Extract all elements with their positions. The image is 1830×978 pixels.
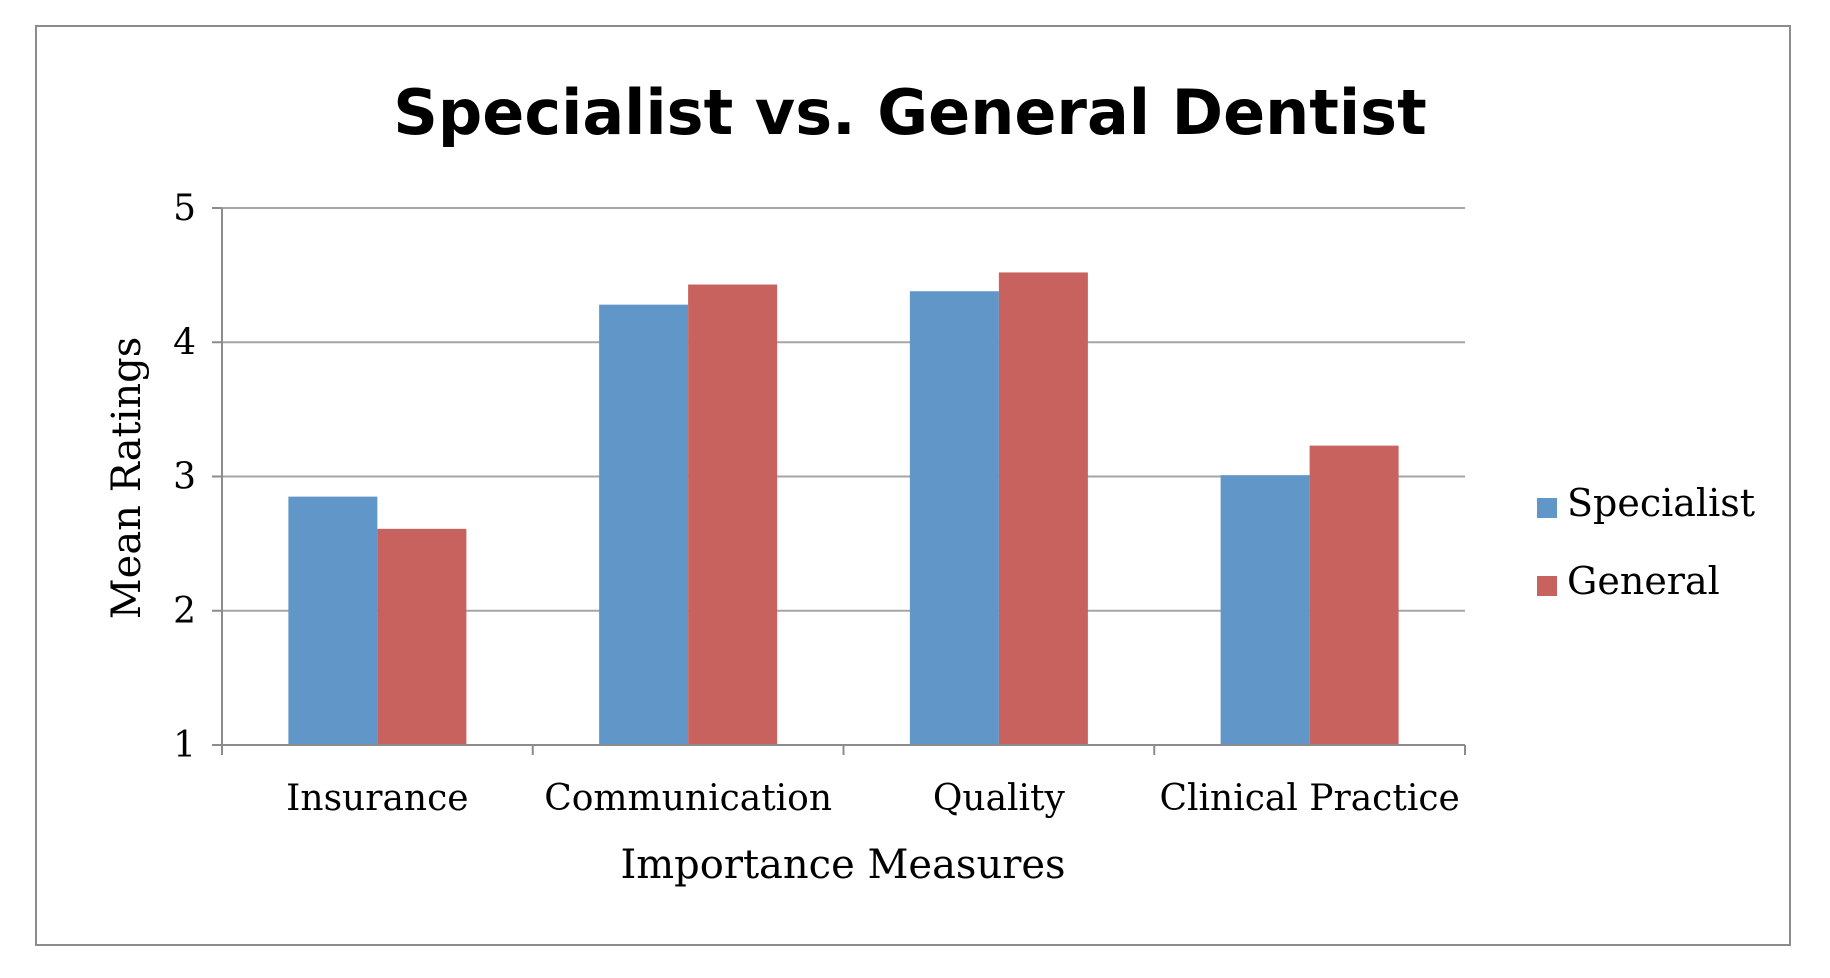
- bar-specialist-insurance: [288, 496, 378, 745]
- x-tick-label: Insurance: [286, 778, 468, 819]
- tick-labels: 1 2 3 4 5 Insurance Communication Quality Clinic…: [173, 188, 1460, 819]
- bar-general-insurance: [377, 528, 467, 745]
- bar-general-quality: [998, 272, 1088, 745]
- bar-general-clinical-practice: [1309, 445, 1399, 745]
- legend: Specialist General: [1537, 481, 1755, 603]
- y-tick-label: 1: [173, 725, 196, 766]
- x-tick-label: Quality: [933, 778, 1066, 819]
- y-tick-label: 2: [173, 591, 196, 632]
- bar-specialist-quality: [909, 291, 999, 745]
- axes: [212, 207, 1466, 755]
- x-tick-label: Communication: [544, 778, 832, 819]
- y-tick-label: 3: [173, 457, 196, 498]
- bar-general-communication: [688, 284, 778, 745]
- legend-label-specialist: Specialist: [1567, 481, 1755, 525]
- bars: [288, 272, 1399, 745]
- legend-swatch-general: [1537, 576, 1557, 596]
- legend-swatch-specialist: [1537, 498, 1557, 518]
- x-axis-title: Importance Measures: [620, 842, 1065, 888]
- y-tick-label: 5: [173, 188, 196, 229]
- y-tick-label: 4: [173, 322, 196, 363]
- x-tick-label: Clinical Practice: [1159, 778, 1459, 819]
- y-axis-title: Mean Ratings: [104, 337, 150, 620]
- bar-specialist-clinical-practice: [1220, 475, 1310, 745]
- chart-title: Specialist vs. General Dentist: [393, 76, 1426, 149]
- legend-label-general: General: [1567, 559, 1720, 603]
- bar-specialist-communication: [599, 304, 689, 745]
